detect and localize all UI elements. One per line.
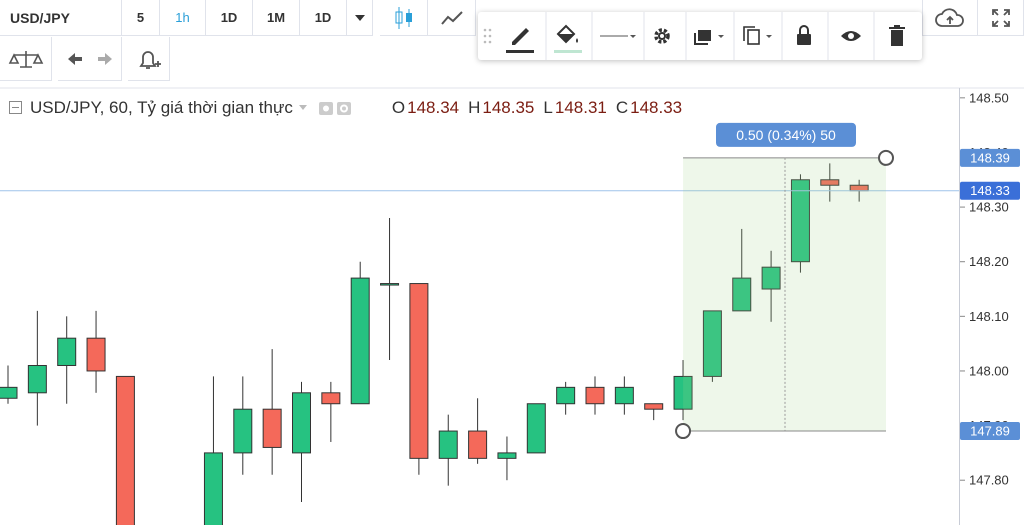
candle-body	[350, 277, 370, 405]
y-tick-label: 147.80	[969, 473, 1009, 488]
candle-body	[673, 375, 693, 410]
legend-icons[interactable]	[293, 100, 383, 116]
candle-body	[27, 364, 47, 394]
scale-icon	[8, 51, 44, 68]
candle-body	[732, 277, 752, 312]
price-tag-box	[960, 148, 1020, 167]
candle-body	[702, 310, 722, 377]
current-price-tag: 148.33	[970, 183, 1010, 198]
y-tick-label: 148.20	[969, 254, 1009, 269]
interval-button[interactable]: 5	[122, 0, 160, 36]
fill-tool[interactable]	[554, 24, 582, 53]
fullscreen-icon	[991, 8, 1010, 27]
interval-button[interactable]: 1D	[300, 0, 347, 36]
fullscreen-button[interactable]	[978, 0, 1024, 36]
candle-body	[526, 403, 546, 454]
candle-body	[761, 266, 781, 290]
ohlc-value: 148.33	[630, 98, 683, 117]
legend: USD/JPY, 60, Tỷ giá thời gian thực O 148.…	[8, 98, 682, 118]
line-chart-button[interactable]	[428, 0, 476, 36]
candle-body	[790, 179, 810, 263]
price-tag: 148.39	[970, 150, 1010, 165]
visibility-tool[interactable]	[841, 31, 861, 41]
lock-tool[interactable]	[797, 25, 811, 45]
cloud-icon	[935, 7, 964, 27]
drawing-toolbar-icons	[483, 12, 905, 60]
collapse-icon[interactable]	[8, 100, 24, 116]
caret	[354, 14, 365, 21]
candles-button[interactable]	[380, 0, 428, 36]
candle-body	[233, 408, 253, 454]
candle-body	[644, 403, 664, 410]
candle-body	[438, 430, 458, 459]
ohlc-value: 148.35	[482, 98, 535, 117]
line-style-tool[interactable]	[600, 35, 636, 38]
line-icon	[440, 10, 463, 25]
ohlc-key: H	[468, 98, 481, 117]
ohlc-key: O	[391, 98, 406, 117]
candle-body	[86, 337, 106, 372]
chart-pane	[0, 82, 1024, 525]
measure-label-box	[716, 122, 856, 147]
candle-body	[468, 430, 488, 459]
drawing-toolbar	[478, 12, 922, 60]
undo-redo-icons	[68, 53, 112, 65]
y-tick-label: 148.00	[969, 363, 1009, 378]
candle-body	[497, 452, 517, 459]
cloud-button[interactable]	[922, 0, 978, 36]
candle-body	[115, 375, 135, 525]
candle-body	[203, 452, 223, 525]
interval-dropdown[interactable]	[347, 0, 373, 36]
candle-body	[614, 386, 634, 405]
delete-tool[interactable]	[889, 25, 905, 46]
undo-redo[interactable]	[58, 37, 122, 81]
measure-handle[interactable]	[878, 149, 894, 166]
ohlc-key: L	[543, 98, 553, 117]
candle-body	[556, 386, 576, 405]
settings-tool[interactable]	[654, 28, 670, 44]
alert-button[interactable]	[128, 37, 170, 81]
candle-body	[262, 408, 282, 448]
y-tick-label: 148.50	[969, 90, 1009, 105]
symbol-button[interactable]: USD/JPY	[0, 0, 122, 36]
candle-body	[409, 283, 429, 459]
ohlc-key: C	[615, 98, 629, 117]
candle-body	[585, 386, 605, 405]
y-tick-label: 148.30	[969, 200, 1009, 215]
price-tag: 147.89	[970, 424, 1010, 439]
interval-button[interactable]: 1D	[206, 0, 253, 36]
pen-tool[interactable]	[506, 28, 534, 53]
interval-button[interactable]: 1h	[160, 0, 206, 36]
layer-tool[interactable]	[694, 30, 724, 45]
candle-body	[380, 283, 400, 286]
alert-icon	[139, 51, 161, 69]
candles-icon	[395, 6, 412, 29]
candle-body	[820, 179, 840, 186]
legend-title: USD/JPY, 60, Tỷ giá thời gian thực	[30, 98, 293, 117]
measure-label: 0.50 (0.34%) 50	[736, 127, 836, 143]
ohlc-value: 148.34	[407, 98, 460, 117]
clone-tool[interactable]	[743, 26, 772, 45]
current-price-tag-box	[960, 181, 1020, 200]
price-tag-box	[960, 422, 1020, 441]
y-tick-label: 148.10	[969, 309, 1009, 324]
ohlc-value: 148.31	[554, 98, 607, 117]
candle-body	[57, 337, 77, 366]
interval-button[interactable]: 1M	[253, 0, 300, 36]
candle-body	[292, 392, 311, 454]
compare-button[interactable]	[0, 37, 52, 81]
candle-body	[0, 386, 18, 399]
measure-handle[interactable]	[675, 423, 692, 440]
candle-body	[321, 392, 341, 405]
